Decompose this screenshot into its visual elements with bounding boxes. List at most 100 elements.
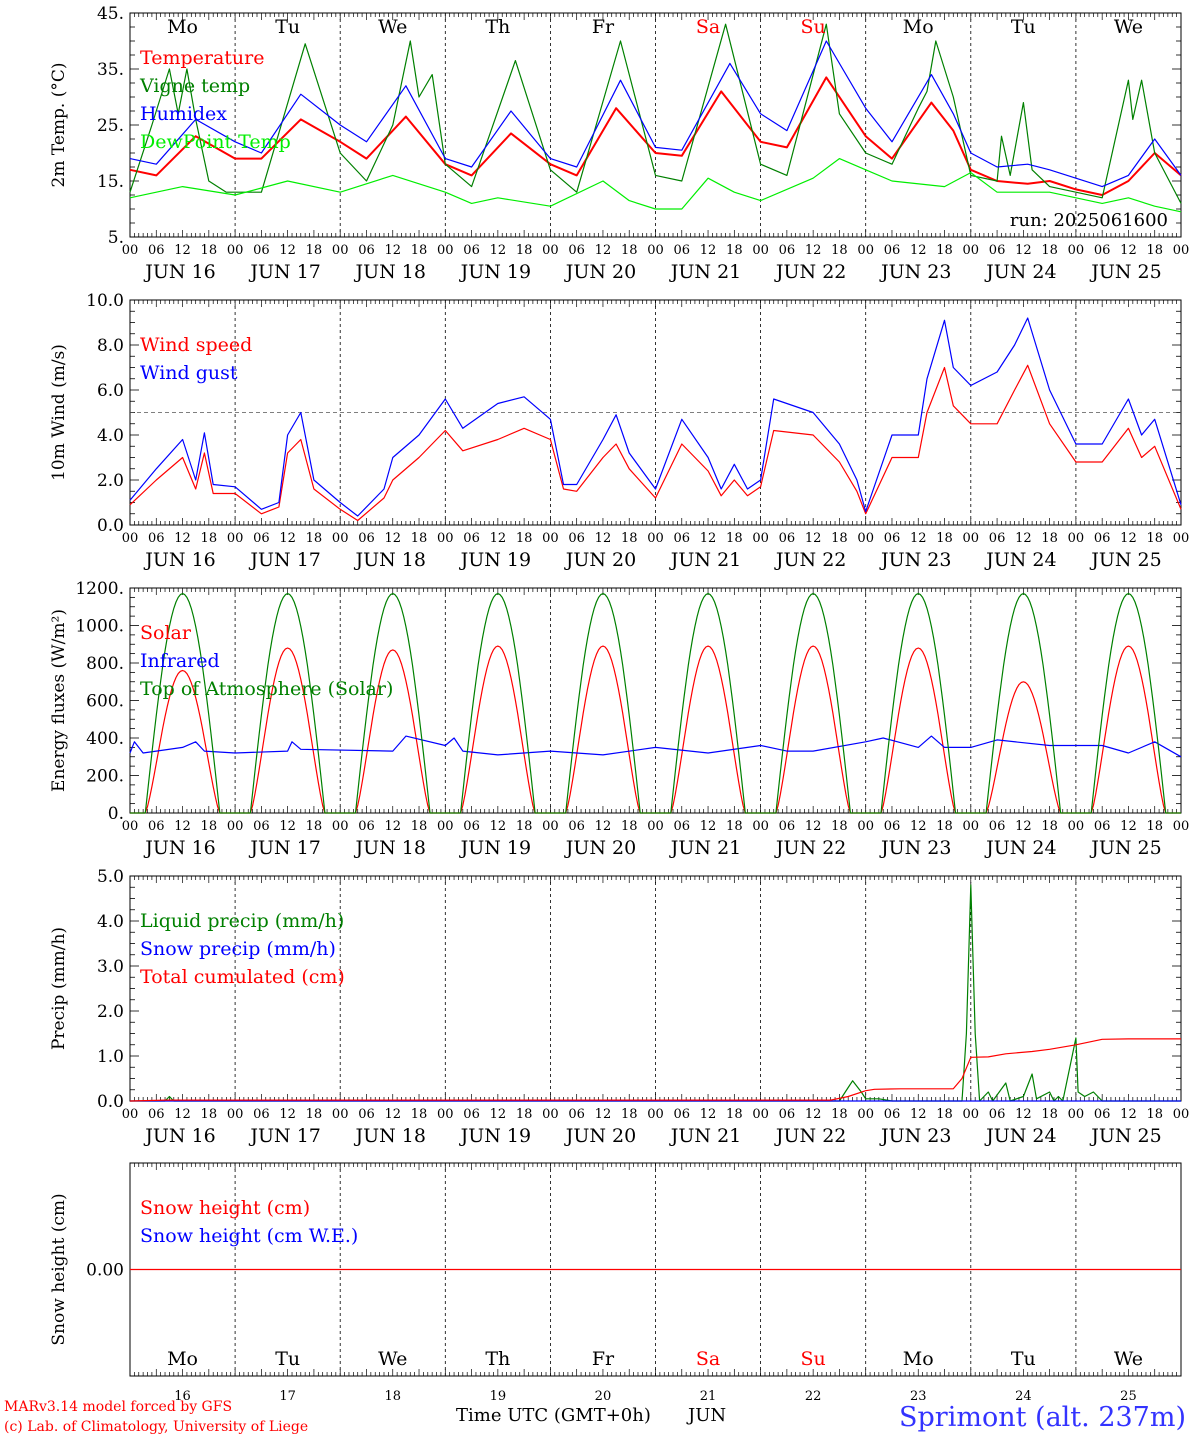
- x-day-number: 20: [595, 1389, 612, 1404]
- weekday-label: Tu: [1011, 1348, 1036, 1370]
- x-hour-label: 06: [358, 243, 375, 258]
- x-hour-label: 00: [963, 243, 980, 258]
- x-hour-label: 18: [306, 1107, 323, 1122]
- legend-entry: Infrared: [140, 650, 220, 672]
- x-date-label: JUN 18: [354, 1125, 426, 1147]
- x-hour-label: 00: [752, 1107, 769, 1122]
- x-hour-label: 12: [910, 243, 927, 258]
- x-hour-label: 18: [1146, 819, 1163, 834]
- x-hour-label: 06: [884, 1107, 901, 1122]
- x-hour-label: 00: [542, 819, 559, 834]
- x-hour-label: 06: [148, 1107, 165, 1122]
- x-hour-label: 00: [122, 819, 139, 834]
- x-hour-label: 06: [148, 531, 165, 546]
- x-hour-label: 06: [1094, 531, 1111, 546]
- x-hour-label: 06: [463, 1107, 480, 1122]
- x-date-label: JUN 18: [354, 261, 426, 283]
- x-hour-label: 18: [1041, 819, 1058, 834]
- x-hour-label: 00: [1068, 531, 1085, 546]
- weekday-label: We: [378, 1348, 407, 1370]
- x-hour-label: 00: [752, 243, 769, 258]
- x-hour-label: 06: [779, 531, 796, 546]
- x-hour-label: 18: [936, 531, 953, 546]
- x-hour-label: 18: [201, 243, 218, 258]
- x-day-number: 19: [490, 1389, 507, 1404]
- weekday-label: Su: [801, 16, 826, 38]
- credit-model: MARv3.14 model forced by GFS: [4, 1399, 233, 1415]
- weekday-label: Su: [801, 1348, 826, 1370]
- x-date-label: JUN 22: [774, 549, 846, 571]
- x-hour-label: 18: [306, 243, 323, 258]
- x-hour-label: 00: [647, 819, 664, 834]
- series-line-dewpoint-temp: [129, 158, 1182, 213]
- x-hour-label: 00: [437, 243, 454, 258]
- panel-3: [129, 587, 1182, 814]
- x-hour-label: 06: [884, 819, 901, 834]
- y-tick-label: 2.0: [97, 1002, 124, 1022]
- weekday-label: We: [378, 16, 407, 38]
- x-date-label: JUN 20: [564, 1125, 636, 1147]
- x-hour-label: 00: [227, 243, 244, 258]
- x-hour-label: 00: [1173, 1107, 1190, 1122]
- x-hour-label: 06: [779, 243, 796, 258]
- x-hour-label: 12: [1120, 819, 1137, 834]
- x-hour-label: 12: [279, 1107, 296, 1122]
- y-tick-label: 25.: [97, 116, 124, 136]
- legend-entry: Vigne temp: [139, 75, 250, 97]
- x-hour-label: 12: [490, 819, 507, 834]
- x-hour-label: 12: [174, 243, 191, 258]
- x-hour-label: 06: [568, 243, 585, 258]
- y-tick-label: 800.: [86, 654, 124, 674]
- x-date-label: JUN 23: [879, 549, 951, 571]
- x-hour-label: 12: [1120, 531, 1137, 546]
- x-hour-label: 12: [805, 531, 822, 546]
- x-hour-label: 18: [621, 819, 638, 834]
- weekday-label: Th: [485, 1348, 510, 1370]
- x-day-number: 21: [700, 1389, 717, 1404]
- y-axis-title: Precip (mm/h): [49, 927, 69, 1050]
- time-axis-title: Time UTC (GMT+0h): [456, 1405, 651, 1426]
- legend-entry: Top of Atmosphere (Solar): [140, 678, 393, 700]
- x-hour-label: 00: [1173, 531, 1190, 546]
- legend-entry: Snow height (cm W.E.): [140, 1225, 358, 1247]
- weekday-label: Mo: [167, 16, 198, 38]
- x-date-label: JUN 21: [669, 549, 741, 571]
- weekday-label: Fr: [592, 16, 615, 38]
- x-date-label: JUN 18: [354, 549, 426, 571]
- weekday-label: Tu: [275, 1348, 300, 1370]
- weekday-label: Mo: [167, 1348, 198, 1370]
- x-date-label: JUN 16: [143, 549, 215, 571]
- weekday-label: Tu: [275, 16, 300, 38]
- x-date-label: JUN 18: [354, 837, 426, 859]
- x-hour-label: 12: [279, 819, 296, 834]
- series-line-wind-speed: [129, 364, 1182, 522]
- y-tick-label: 3.0: [97, 957, 124, 977]
- legend-entry: Snow precip (mm/h): [140, 938, 336, 960]
- legend-entry: Humidex: [140, 103, 227, 125]
- x-hour-label: 00: [857, 243, 874, 258]
- x-hour-label: 00: [963, 1107, 980, 1122]
- plot-frame: [129, 587, 1182, 814]
- weekday-label: We: [1114, 1348, 1143, 1370]
- x-hour-label: 18: [726, 819, 743, 834]
- x-hour-label: 00: [437, 1107, 454, 1122]
- x-hour-label: 18: [516, 819, 533, 834]
- x-hour-label: 06: [148, 243, 165, 258]
- y-tick-label: 15.: [97, 172, 124, 192]
- legend-entry: DewPoint Temp: [140, 131, 291, 153]
- weekday-label: We: [1114, 16, 1143, 38]
- x-hour-label: 06: [674, 1107, 691, 1122]
- x-hour-label: 06: [568, 531, 585, 546]
- x-hour-label: 06: [358, 819, 375, 834]
- x-date-label: JUN 25: [1089, 1125, 1161, 1147]
- series-line-total-cumulated-cm-: [129, 1038, 1181, 1102]
- x-hour-label: 12: [595, 243, 612, 258]
- x-day-number: 17: [279, 1389, 296, 1404]
- x-hour-label: 00: [1068, 1107, 1085, 1122]
- x-hour-label: 06: [463, 819, 480, 834]
- x-date-label: JUN 21: [669, 837, 741, 859]
- x-date-label: JUN 21: [669, 1125, 741, 1147]
- x-date-label: JUN 17: [248, 261, 320, 283]
- x-hour-label: 00: [542, 531, 559, 546]
